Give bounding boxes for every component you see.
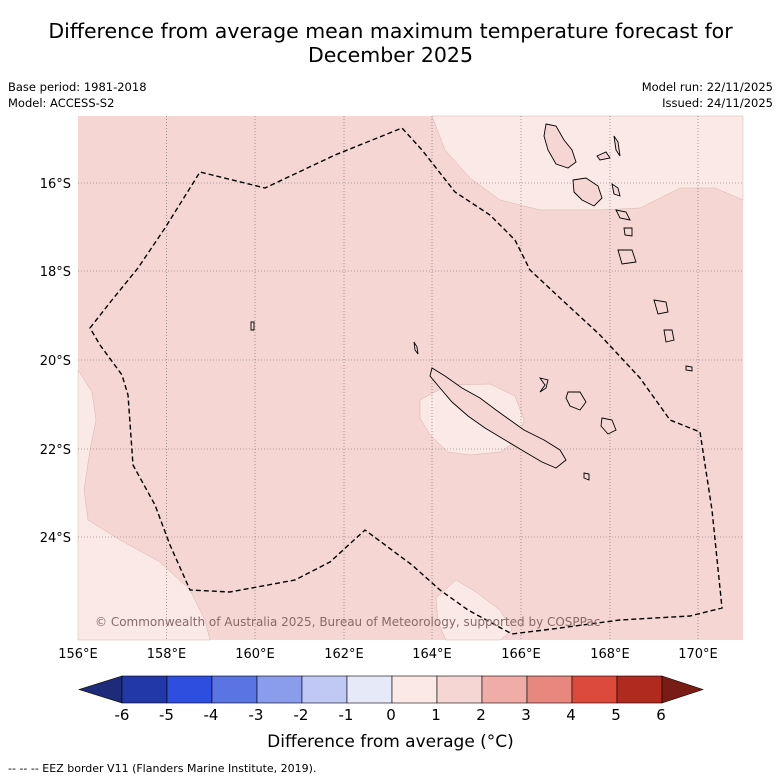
colorbar-segment bbox=[571, 675, 618, 704]
colorbar-tick: -4 bbox=[204, 706, 219, 724]
lon-label: 170°E bbox=[678, 647, 718, 662]
lat-label: 16°S bbox=[40, 177, 71, 192]
copyright-notice: © Commonwealth of Australia 2025, Bureau… bbox=[95, 615, 600, 629]
walpole-island bbox=[583, 472, 590, 481]
coastlines bbox=[250, 123, 693, 481]
colorbar-tick: 3 bbox=[521, 706, 531, 724]
aneityum-island bbox=[663, 329, 675, 343]
chesterfield-island bbox=[250, 321, 255, 331]
malekula-island bbox=[572, 177, 603, 207]
light-region-new-caledonia bbox=[419, 383, 525, 456]
ouvea-island bbox=[538, 377, 549, 393]
matthew-island bbox=[685, 365, 693, 372]
meta-right: Model run: 22/11/2025 Issued: 24/11/2025 bbox=[642, 79, 773, 111]
colorbar-extend-high bbox=[661, 675, 704, 704]
title-line-1: Difference from average mean maximum tem… bbox=[48, 19, 733, 43]
eez-legend: -- -- -- EEZ border V11 (Flanders Marine… bbox=[8, 762, 317, 775]
title-line-2: December 2025 bbox=[308, 43, 473, 67]
colorbar-segment bbox=[391, 675, 438, 704]
colorbar-tick: 2 bbox=[476, 706, 486, 724]
grande-terre-island bbox=[429, 367, 567, 469]
base-period: Base period: 1981-2018 bbox=[8, 80, 147, 94]
model-run: Model run: 22/11/2025 bbox=[641, 80, 773, 94]
colorbar-extend-low bbox=[77, 675, 123, 704]
colorbar-segment bbox=[481, 675, 528, 704]
efate-island bbox=[623, 227, 633, 237]
lon-labels: 156°E 158°E 160°E 162°E 164°E 166°E 168°… bbox=[58, 647, 718, 662]
lon-label: 160°E bbox=[235, 647, 275, 662]
colorbar-segment bbox=[256, 675, 303, 704]
lifou-island bbox=[565, 391, 587, 411]
epi-island bbox=[615, 209, 631, 221]
colorbar-segment bbox=[616, 675, 663, 704]
colorbar-ticks: -6 -5 -4 -3 -2 -1 0 1 2 3 4 5 6 bbox=[115, 706, 666, 724]
colorbar-segment bbox=[526, 675, 573, 704]
erromango-island bbox=[617, 249, 637, 265]
colorbar-tick: 5 bbox=[611, 706, 621, 724]
maewo-island bbox=[613, 135, 621, 157]
colorbar-tick: 6 bbox=[656, 706, 666, 724]
map-area: © Commonwealth of Australia 2025, Bureau… bbox=[77, 115, 744, 641]
lat-label: 20°S bbox=[40, 354, 71, 369]
colorbar-tick: -1 bbox=[339, 706, 354, 724]
lon-label: 158°E bbox=[147, 647, 187, 662]
light-region-northeast bbox=[431, 115, 744, 211]
mare-island bbox=[600, 417, 617, 435]
colorbar-tick: 4 bbox=[566, 706, 576, 724]
colorbar-segment bbox=[166, 675, 213, 704]
ambae-island bbox=[596, 151, 611, 161]
meta-left: Base period: 1981-2018 Model: ACCESS-S2 bbox=[8, 79, 147, 111]
colorbar-tick: -2 bbox=[294, 706, 309, 724]
colorbar-tick: -3 bbox=[249, 706, 264, 724]
pentecost-island bbox=[611, 183, 621, 197]
model-name: Model: ACCESS-S2 bbox=[8, 96, 115, 110]
colorbar-segment bbox=[301, 675, 348, 704]
lat-label: 18°S bbox=[40, 265, 71, 280]
lat-label: 22°S bbox=[40, 443, 71, 458]
map-title: Difference from average mean maximum tem… bbox=[0, 19, 781, 67]
lon-label: 166°E bbox=[501, 647, 541, 662]
colorbar-segment bbox=[436, 675, 483, 704]
colorbar-label: Difference from average (°C) bbox=[267, 732, 514, 752]
lon-label: 168°E bbox=[590, 647, 630, 662]
colorbar-tick: 0 bbox=[386, 706, 396, 724]
lon-label: 162°E bbox=[324, 647, 364, 662]
colorbar-tick: 1 bbox=[431, 706, 441, 724]
light-region-south bbox=[435, 579, 513, 641]
colorbar-tick: -6 bbox=[115, 706, 130, 724]
issued-date: Issued: 24/11/2025 bbox=[662, 96, 773, 110]
lat-label: 24°S bbox=[40, 531, 71, 546]
espiritu-santo-island bbox=[543, 123, 577, 169]
lat-labels: 16°S 18°S 20°S 22°S 24°S bbox=[40, 177, 71, 546]
colorbar-tick: -5 bbox=[159, 706, 174, 724]
colorbar-segment bbox=[211, 675, 258, 704]
eez-border bbox=[89, 127, 723, 635]
tanna-island bbox=[653, 299, 669, 315]
colorbar-segment bbox=[346, 675, 393, 704]
lon-label: 164°E bbox=[412, 647, 452, 662]
colorbar bbox=[77, 675, 704, 704]
belep-islands bbox=[413, 341, 419, 355]
lon-label: 156°E bbox=[58, 647, 98, 662]
colorbar-segment bbox=[121, 675, 168, 704]
light-region-west bbox=[77, 369, 211, 641]
